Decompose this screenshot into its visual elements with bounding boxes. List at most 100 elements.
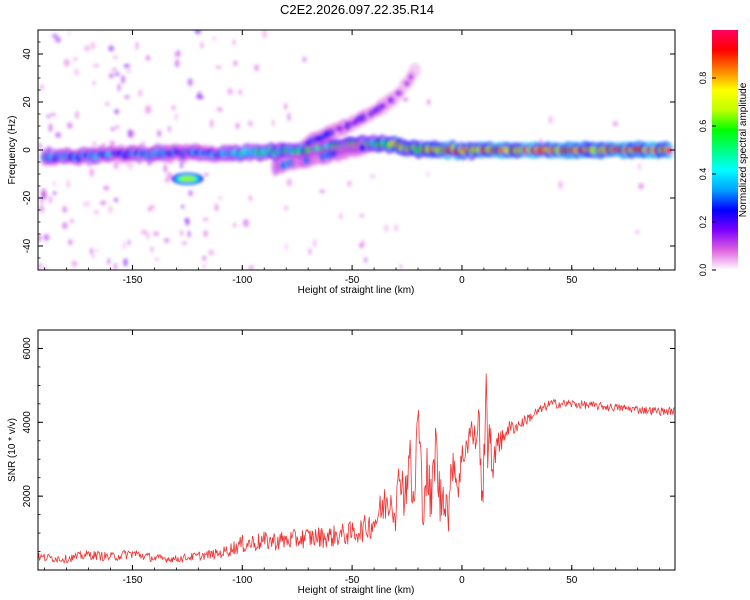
spectrogram-noise-cell: [38, 233, 42, 243]
snr-x-axis-label: Height of straight line (km): [298, 585, 415, 596]
spectrogram-noise-cell: [247, 120, 253, 127]
spectrogram-noise-cell: [146, 161, 153, 166]
spectrogram-noise-cell: [203, 230, 208, 238]
spectrogram-noise-cell: [112, 55, 118, 60]
spectrogram-x-tick-label: -50: [345, 275, 360, 286]
spectrogram-noise-cell: [55, 36, 61, 43]
snr-x-tick-label: -50: [345, 575, 360, 586]
snr-plot-area: [38, 330, 675, 570]
spectrogram-noise-cell: [52, 181, 56, 187]
spectrogram-noise-cell: [43, 233, 50, 241]
spectrogram-noise-cell: [107, 257, 111, 265]
spectrogram-noise-cell: [187, 230, 191, 238]
spectrogram-noise-cell: [156, 129, 162, 138]
colorbar-tick-label: 0.6: [698, 120, 708, 133]
snr-x-tick-label: 50: [566, 575, 578, 586]
spectrogram-noise-cell: [248, 265, 254, 270]
spectrogram-noise-cell: [163, 164, 168, 173]
spectrogram-noise-cell: [72, 57, 78, 61]
figure-title: C2E2.2026.097.22.35.R14: [280, 2, 434, 17]
spectrogram-y-tick-label: 20: [22, 96, 33, 108]
spectrogram-noise-cell: [83, 45, 91, 52]
spectrogram-noise-cell: [272, 119, 275, 127]
colorbar-label: Normalized spectral amplitude: [738, 82, 749, 217]
spectrogram-noise-cell: [202, 217, 209, 221]
snr-panel: -150 -100 -50 0 50 2000 4000 6000 Height of st…: [7, 329, 676, 596]
spectrogram-noise-cell: [108, 73, 114, 79]
spectrogram-noise-cell: [204, 173, 209, 177]
spectrogram-noise-cell: [308, 248, 312, 255]
spectrogram-noise-cell: [114, 108, 120, 115]
spectrogram-y-tick-label: -40: [22, 238, 33, 253]
spectrogram-noise-cell: [214, 203, 219, 212]
snr-y-axis-label: SNR (10 * v/v): [7, 418, 18, 482]
spectrogram-noise-cell: [215, 65, 222, 69]
spectrogram-noise-cell: [115, 125, 120, 130]
spectrogram-noise-cell: [163, 238, 170, 243]
spectrogram-noise-cell: [233, 60, 238, 67]
spectrogram-noise-cell: [198, 95, 204, 100]
spectrogram-noise-cell: [227, 88, 234, 95]
spectrogram-noise-cell: [127, 239, 131, 246]
spectrogram-noise-cell: [48, 195, 53, 204]
spectrogram-detached-blob-cell: [179, 175, 196, 182]
spectrogram-noise-cell: [150, 204, 156, 209]
spectrogram-noise-cell: [202, 255, 207, 261]
colorbar-tick-label: 0.0: [698, 264, 708, 277]
spectrogram-noise-cell: [74, 68, 79, 76]
spectrogram-noise-cell: [262, 30, 268, 39]
spectrogram-noise-cell: [92, 140, 97, 148]
spectrogram-noise-cell: [181, 241, 188, 245]
spectrogram-noise-cell: [238, 89, 242, 96]
spectrogram-noise-cell: [194, 30, 201, 35]
spectrogram-noise-cell: [52, 191, 57, 196]
spectrogram-x-axis-label: Height of straight line (km): [298, 285, 415, 296]
spectrogram-noise-cell: [40, 83, 44, 91]
spectrogram-noise-cell: [235, 122, 240, 130]
spectrogram-noise-cell: [39, 262, 43, 270]
colorbar-tick-label: 0.2: [698, 216, 708, 229]
spectrogram-noise-cell: [120, 75, 126, 84]
snr-y-axis: 2000 4000 6000: [22, 329, 675, 571]
spectrogram-noise-cell: [113, 262, 118, 270]
spectrogram-heatmap: [38, 30, 674, 270]
spectrogram-noise-cell: [92, 253, 95, 260]
colorbar-scale: [712, 30, 738, 270]
spectrogram-noise-cell: [62, 222, 68, 230]
spectrogram-noise-cell: [146, 231, 150, 241]
spectrogram-noise-cell: [113, 197, 119, 202]
spectrogram-noise-cell: [171, 105, 177, 111]
spectrogram-noise-cell: [123, 63, 131, 69]
spectrogram-noise-cell: [39, 142, 42, 150]
spectrogram-noise-cell: [141, 229, 148, 235]
spectrogram-noise-cell: [93, 63, 100, 68]
spectrogram-noise-cell: [51, 34, 58, 38]
spectrogram-noise-cell: [117, 83, 121, 92]
spectrogram-noise-cell: [558, 180, 563, 190]
spectrogram-x-tick-label: -150: [122, 275, 142, 286]
spectrogram-noise-cell: [302, 56, 307, 63]
spectrogram-noise-cell: [122, 241, 126, 250]
spectrogram-noise-cell: [111, 67, 118, 72]
spectrogram-noise-cell: [103, 185, 110, 191]
spectrogram-y-axis: -40 -20 0 20 40: [22, 29, 675, 271]
spectrogram-noise-cell: [154, 257, 160, 262]
spectrogram-noise-cell: [114, 72, 120, 76]
spectrogram-noise-cell: [187, 78, 193, 87]
spectrogram-noise-cell: [135, 41, 139, 51]
spectrogram-noise-cell: [46, 114, 51, 119]
spectrogram-noise-cell: [209, 119, 214, 128]
spectrogram-noise-cell: [127, 161, 133, 170]
spectrogram-noise-cell: [637, 163, 641, 171]
spectrogram-noise-cell: [74, 110, 79, 120]
snr-x-tick-label: 0: [459, 575, 465, 586]
spectrogram-noise-cell: [145, 55, 151, 61]
colorbar: 0.0 0.2 0.4 0.6 0.8 Normalized spectral ampl…: [698, 30, 749, 276]
spectrogram-noise-cell: [253, 64, 260, 72]
spectrogram-noise-cell: [426, 172, 430, 177]
spectrogram-panel: -150 -100 -50 0 50 -40 -20 0 20 40 Height of str…: [7, 29, 676, 296]
spectrogram-noise-cell: [123, 258, 128, 267]
spectrogram-noise-cell: [185, 219, 190, 226]
snr-x-axis: -150 -100 -50 0 50: [44, 330, 661, 586]
spectrogram-x-tick-label: -100: [232, 275, 252, 286]
